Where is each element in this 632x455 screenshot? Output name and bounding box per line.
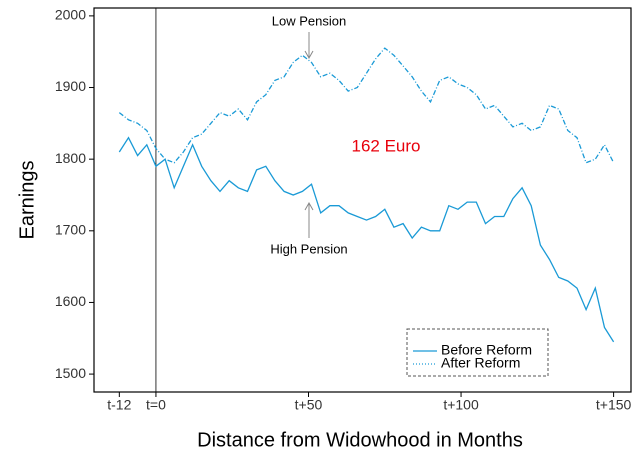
annotation: Low Pension — [272, 13, 346, 28]
y-tick-label: 1500 — [55, 365, 86, 381]
legend-box — [406, 328, 549, 377]
annotation-arrowhead — [304, 50, 314, 60]
y-tick-label: 2000 — [55, 7, 86, 23]
annotation-arrowhead — [304, 201, 314, 211]
x-tick-label: t+100 — [443, 397, 479, 413]
annotation: 162 Euro — [352, 136, 421, 155]
series-line — [118, 136, 615, 343]
series-line — [118, 47, 615, 164]
y-tick-label: 1800 — [55, 150, 86, 166]
legend-label: After Reform — [441, 355, 520, 371]
annotation: High Pension — [270, 241, 347, 256]
x-tick-label: t+50 — [295, 397, 323, 413]
y-tick-label: 1900 — [55, 78, 86, 94]
y-tick-label: 1600 — [55, 293, 86, 309]
x-tick-label: t=0 — [146, 397, 166, 413]
legend-label: Before Reform — [441, 342, 532, 358]
x-tick-label: t-12 — [107, 397, 131, 413]
plot-frame — [93, 7, 632, 393]
x-tick-label: t+150 — [596, 397, 632, 413]
y-axis-label: Earnings — [16, 161, 38, 240]
y-tick-label: 1700 — [55, 222, 86, 238]
x-axis-label: Distance from Widowhood in Months — [197, 429, 523, 451]
